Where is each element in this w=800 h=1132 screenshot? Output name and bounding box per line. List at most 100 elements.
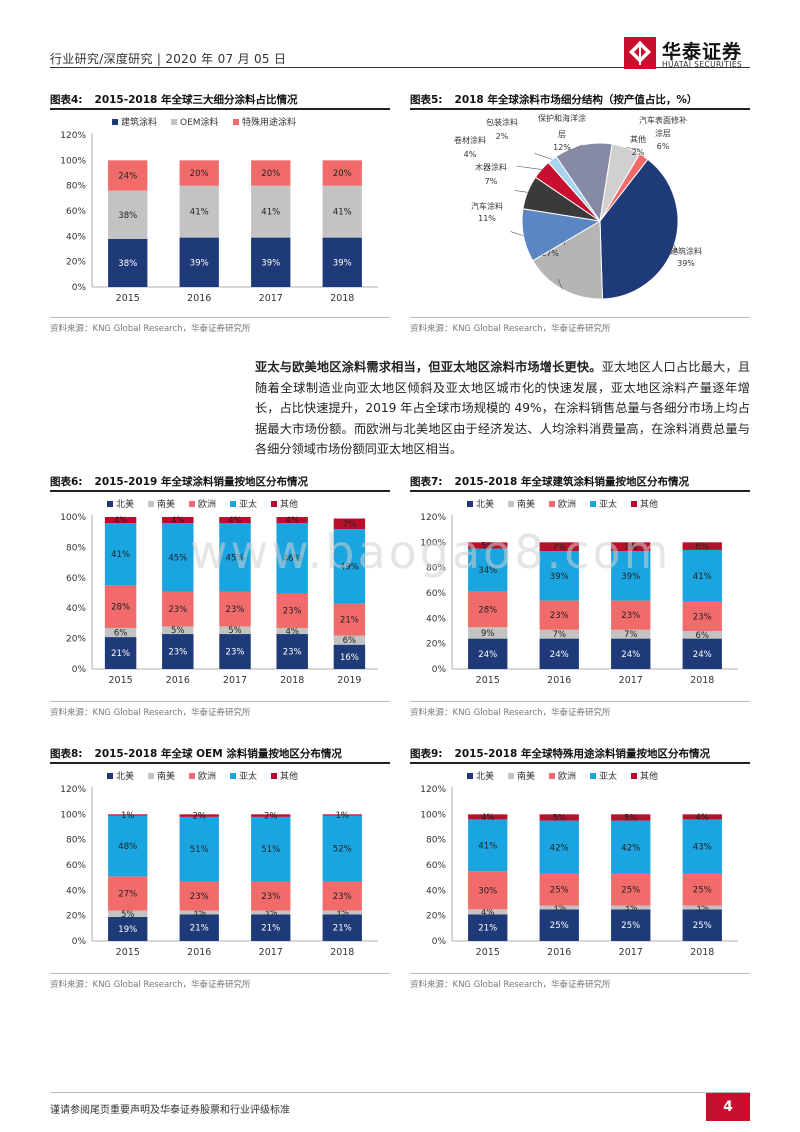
- slice-value: 6%: [657, 142, 670, 151]
- legend-label: 北美: [476, 770, 494, 782]
- bar-segment: [104, 637, 137, 669]
- legend-label: 其他: [280, 770, 298, 782]
- data-label: 39%: [621, 572, 640, 582]
- slice-name: 涂层: [655, 128, 671, 138]
- bar-segment: [539, 905, 579, 910]
- x-tick-label: 2016: [547, 675, 571, 686]
- y-tick-label: 60%: [66, 574, 86, 584]
- bar-segment: [539, 909, 579, 941]
- x-tick-label: 2015: [476, 947, 500, 958]
- y-tick-label: 120%: [60, 131, 86, 141]
- legend-label: 建筑涂料: [121, 116, 157, 128]
- data-label: 4%: [285, 627, 299, 637]
- data-label: 23%: [621, 611, 640, 621]
- fig9-bottom-rule: [410, 973, 750, 974]
- legend-swatch: [508, 773, 514, 779]
- bar-segment: [539, 600, 579, 630]
- leader-line: [510, 231, 524, 236]
- bar-segment: [219, 591, 251, 627]
- bar-segment: [468, 819, 508, 872]
- legend-label: 欧洲: [198, 498, 216, 510]
- data-label: 48%: [118, 842, 137, 852]
- fig4-title: 2015-2018 年全球三大细分涂料占比情况: [94, 94, 298, 106]
- y-tick-label: 40%: [66, 604, 86, 614]
- pie-slice: [532, 220, 603, 300]
- data-label: 21%: [478, 924, 497, 934]
- legend-label: 欧洲: [558, 770, 576, 782]
- data-label: 6%: [696, 631, 710, 641]
- bar-segment: [108, 815, 148, 877]
- bar-segment: [276, 523, 308, 593]
- bar-segment: [682, 909, 722, 941]
- bar-segment: [468, 548, 508, 592]
- fig4-top-rule: [50, 108, 390, 110]
- bar-segment: [611, 638, 651, 669]
- y-tick-label: 0%: [432, 937, 447, 947]
- fig4-title-block: 图表4: 2015-2018 年全球三大细分涂料占比情况: [50, 92, 297, 107]
- bar-segment: [682, 814, 722, 820]
- y-tick-label: 0%: [72, 937, 87, 947]
- legend-swatch: [549, 501, 555, 507]
- fig7-source: 资料来源：KNG Global Research，华泰证券研究所: [410, 708, 611, 718]
- fig8-number: 图表8:: [50, 748, 83, 760]
- data-label: 7%: [624, 543, 638, 553]
- legend-swatch: [590, 501, 596, 507]
- legend-swatch: [230, 501, 236, 507]
- bar-segment: [108, 238, 148, 287]
- data-label: 21%: [190, 924, 209, 934]
- y-tick-label: 120%: [60, 785, 86, 795]
- bar-segment: [251, 816, 291, 882]
- bar-segment: [333, 518, 366, 530]
- footer-rule: [50, 1092, 750, 1093]
- bar-segment: [682, 542, 722, 550]
- bar-segment: [219, 634, 251, 669]
- data-label: 46%: [283, 554, 302, 564]
- data-label: 19%: [118, 925, 137, 935]
- bar-segment: [108, 160, 148, 191]
- legend-swatch: [590, 773, 596, 779]
- bar-segment: [539, 873, 579, 906]
- bar-segment: [179, 881, 219, 911]
- legend-swatch: [148, 773, 154, 779]
- body-paragraph: 亚太与欧美地区涂料需求相当，但亚太地区涂料市场增长更快。亚太地区人口占比最大，且…: [255, 357, 750, 460]
- data-label: 51%: [190, 845, 209, 855]
- slice-value: 17%: [541, 249, 559, 258]
- bar-segment: [179, 910, 219, 915]
- data-label: 6%: [343, 636, 357, 646]
- data-label: 45%: [226, 553, 245, 563]
- data-label: 2%: [193, 812, 207, 822]
- x-tick-label: 2018: [690, 675, 714, 686]
- data-label: 4%: [114, 516, 128, 526]
- y-tick-label: 60%: [426, 589, 446, 599]
- data-label: 9%: [481, 629, 495, 639]
- data-label: 5%: [121, 910, 135, 920]
- data-label: 41%: [478, 841, 497, 851]
- legend-swatch: [271, 773, 277, 779]
- bar-segment: [322, 814, 362, 816]
- data-label: 7%: [553, 543, 567, 553]
- data-label: 34%: [478, 566, 497, 576]
- slice-name: 木器涂料: [475, 162, 507, 172]
- leader-line: [626, 147, 640, 150]
- y-tick-label: 60%: [426, 861, 446, 871]
- data-label: 39%: [333, 258, 352, 268]
- data-label: 41%: [261, 208, 280, 218]
- slice-value: 11%: [478, 214, 496, 223]
- data-label: 43%: [693, 843, 712, 853]
- fig4-source: 资料来源：KNG Global Research，华泰证券研究所: [50, 324, 251, 334]
- x-tick-label: 2019: [337, 675, 361, 686]
- bar-segment: [108, 916, 148, 941]
- bar-segment: [162, 626, 194, 635]
- data-label: 21%: [333, 924, 352, 934]
- x-tick-label: 2017: [619, 675, 643, 686]
- bar-segment: [611, 909, 651, 941]
- data-label: 6%: [696, 542, 710, 552]
- watermark: www.baogao8.com: [190, 525, 672, 579]
- fig9-top-rule: [410, 762, 750, 764]
- data-label: 39%: [190, 258, 209, 268]
- legend-label: 南美: [517, 498, 535, 510]
- bar-segment: [162, 523, 194, 592]
- bar-segment: [162, 634, 194, 669]
- data-label: 1%: [121, 811, 135, 821]
- fig5-number: 图表5:: [410, 94, 443, 106]
